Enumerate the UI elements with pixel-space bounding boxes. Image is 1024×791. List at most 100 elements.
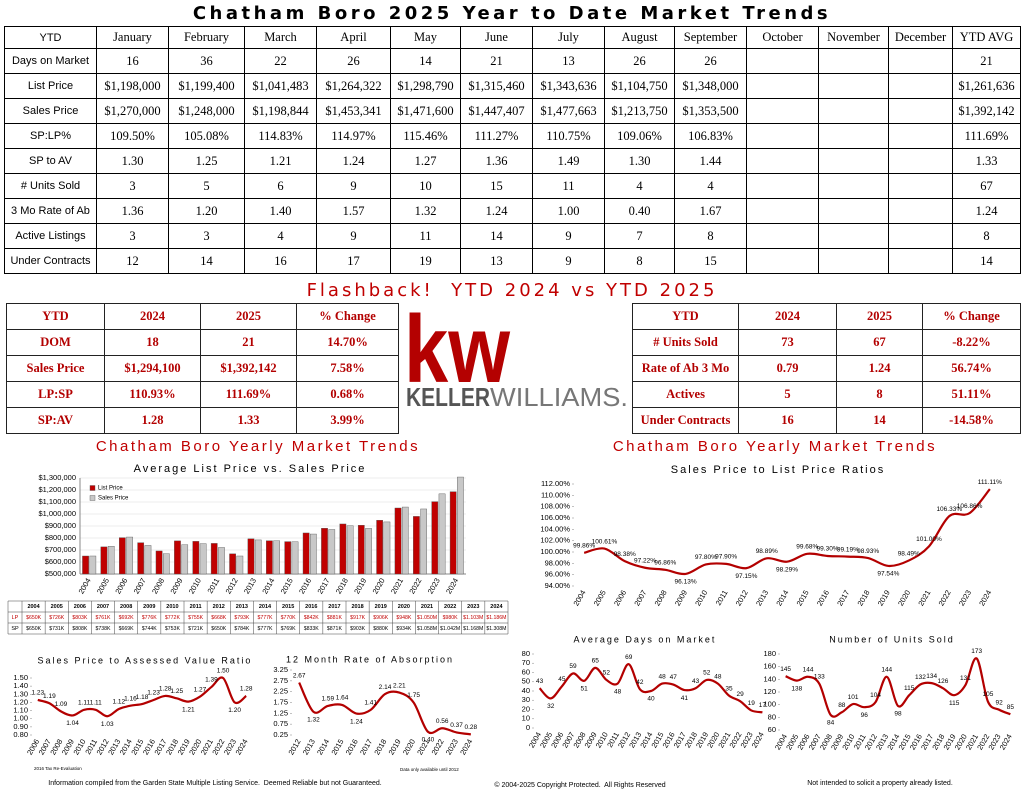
table-row: SP:AV 1.28 1.33 3.99% [6,407,399,434]
page-title: Chatham Boro 2025 Year to Date Market Tr… [192,3,832,24]
flashback-title: Flashback! YTD 2024 vs YTD 2025 [307,280,718,301]
data-label: $650K [26,615,42,621]
x-tick-label: 2006 [612,588,628,607]
section-title: Chatham Boro Yearly Market Trends [96,438,420,455]
bar [126,536,133,575]
x-tick-label: 2017 [835,588,851,607]
header-row: YTD 2024 2025% Change [6,303,399,330]
table-row: Rate of Ab 3 Mo 0.79 1.24 56.74% [632,355,1021,382]
y-tick-label: 120 [763,687,776,696]
table-year: 2009 [143,604,155,610]
data-label: $948K [396,615,412,621]
data-label: $1.103M [463,615,483,621]
table-cell: 5 [168,173,245,199]
data-label: 138 [791,685,802,692]
data-label: 144 [803,667,814,674]
table-cell: 67 [952,173,1021,199]
table-year: 2005 [51,604,63,610]
table-cell: 4 [674,173,747,199]
data-label: $803K [72,615,88,621]
table-cell: 9 [532,223,605,249]
data-label: 52 [703,670,711,677]
data-label: 115 [949,700,960,707]
y-tick-label: 60 [522,667,530,676]
data-label: 97.22% [634,557,656,564]
data-label: 2.21 [393,682,406,689]
table-cell: 0.79 [738,355,837,382]
table-row-label: LP [12,615,19,621]
data-label: 96.86% [654,560,676,567]
table-year: 2021 [421,604,433,610]
data-label: $777K [257,615,273,621]
footer-note: Information compiled from the Garden Sta… [48,780,382,787]
table-cell: $1,477,663 [532,98,605,124]
data-label: 98.93% [857,548,879,555]
bar [449,491,457,575]
data-label: 1.20 [228,707,241,714]
table-cell: 22 [244,48,317,74]
y-tick-label: 98.00% [545,558,571,567]
data-label: $1.168M [463,626,483,632]
table-cell: 1.24 [836,355,923,382]
header-cell: % Change [922,303,1021,330]
y-tick-label: $700,000 [45,545,76,554]
x-tick-label: 2017 [358,737,374,756]
table-row: Active Listings 3 3 4 9 11 14 9 7 8 8 [4,223,1021,249]
legend-swatch [89,485,96,491]
data-label: $980K [443,615,459,621]
data-label: 41 [681,695,689,702]
table-row-label: SP [11,626,19,632]
data-label: 1.28 [159,686,172,693]
x-tick-label: 2017 [315,576,331,595]
y-tick-label: 60 [768,725,776,734]
header-cell: May [390,26,461,49]
table-cell: 1.21 [244,148,317,174]
table-cell: 3 [96,173,169,199]
legend-label: Sales Price [98,496,129,502]
table-cell: 0.40 [604,198,675,224]
table-year: 2022 [444,604,456,610]
table-cell: 105.08% [168,123,245,149]
y-tick-label: 108.00% [540,502,570,511]
table-cell: 106.83% [674,123,747,149]
table-cell: $1,041,483 [244,73,317,99]
data-label: 145 [780,666,791,673]
y-tick-label: 100 [763,700,776,709]
table-row: Actives 5 8 51.11% [632,381,1021,408]
table-cell: 15 [674,248,747,274]
table-cell: 14 [460,223,533,249]
header-row: YTD 2024 2025% Change [632,303,1021,330]
x-tick-label: 2024 [998,732,1014,751]
data-label: 100.61% [592,538,618,545]
data-label: 48 [659,673,667,680]
table-cell [818,223,889,249]
data-label: 1.39 [205,677,218,684]
chart-title: 12 Month Rate of Absorption [286,654,454,664]
data-label: 1.19 [43,693,56,700]
bar [321,528,328,575]
y-tick-label: 1.20 [13,697,28,706]
header-row: YTD January February March April May June July A… [4,26,1021,49]
x-tick-label: 2005 [592,588,608,607]
x-tick-label: 2016 [297,576,313,595]
x-tick-label: 2016 [344,737,360,756]
table-year: 2017 [328,604,340,610]
table-year: 2023 [467,604,479,610]
table-cell: $1,248,000 [168,98,245,124]
y-tick-label: 0.75 [273,719,288,728]
table-year: 2008 [120,604,132,610]
data-label: $903K [350,626,366,632]
data-label: $917K [350,615,366,621]
table-cell [818,48,889,74]
bar [438,493,446,575]
table-cell: 19 [390,248,461,274]
data-label: 32 [547,703,555,710]
y-tick-label: $1,200,000 [38,485,76,494]
y-tick-label: 80 [768,712,776,721]
bar [302,532,310,575]
bar [420,508,427,575]
header-cell: 2025 [200,303,297,330]
data-label: 1.24 [350,718,363,725]
y-tick-label: 110.00% [541,490,570,499]
legend-label: List Price [98,486,123,492]
